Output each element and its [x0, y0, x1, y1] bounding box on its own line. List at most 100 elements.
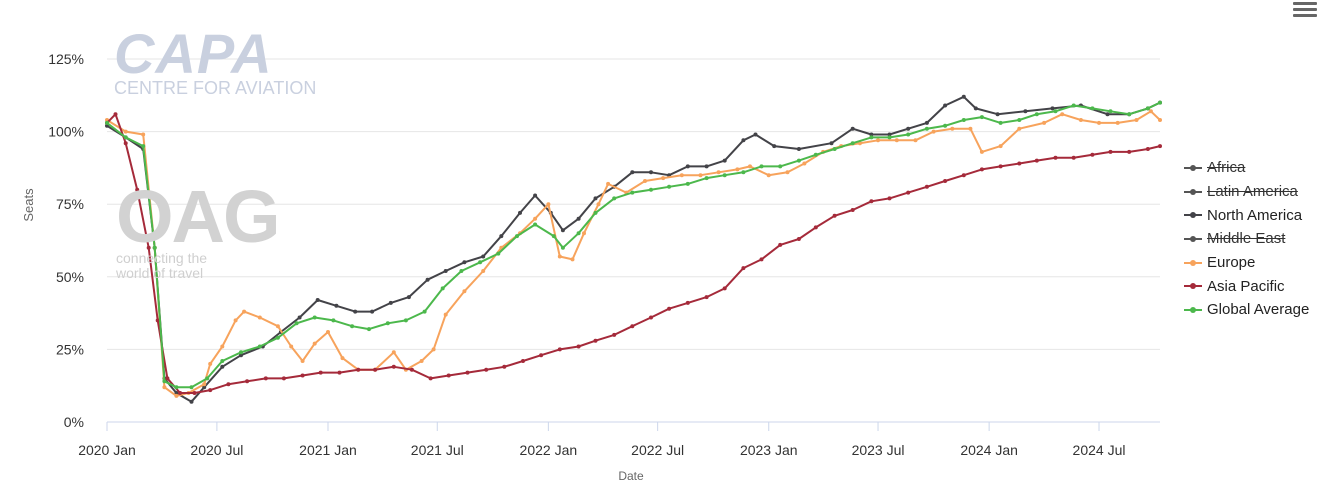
data-point-global-average: [593, 210, 598, 215]
data-point-asia-pacific: [178, 391, 183, 395]
data-point-north-america: [202, 385, 207, 390]
data-point-europe: [596, 202, 601, 207]
y-tick-label: 125%: [48, 51, 84, 67]
data-point-north-america: [481, 254, 486, 259]
data-point-global-average: [961, 118, 966, 122]
legend-item-asia-pacific[interactable]: Asia Pacific: [1184, 274, 1309, 298]
data-point-asia-pacific: [281, 376, 286, 381]
data-point-europe: [141, 132, 146, 137]
data-point-europe: [570, 257, 575, 262]
legend-item-latin-america[interactable]: Latin America: [1184, 180, 1309, 204]
data-point-asia-pacific: [337, 370, 342, 375]
series-lines: [105, 94, 1162, 404]
data-point-north-america: [906, 126, 911, 131]
data-point-north-america: [315, 298, 320, 302]
data-point-asia-pacific: [1158, 144, 1162, 149]
data-point-north-america: [649, 170, 653, 175]
data-point-asia-pacific: [446, 373, 451, 378]
data-point-global-average: [887, 135, 892, 140]
data-point-asia-pacific: [428, 376, 433, 381]
data-point-europe: [220, 344, 225, 349]
data-point-north-america: [685, 164, 690, 169]
legend-item-middle-east[interactable]: Middle East: [1184, 227, 1309, 251]
capa-logo-text: CAPA: [114, 22, 273, 85]
data-point-north-america: [995, 112, 1000, 117]
capa-watermark: CAPA CENTRE FOR AVIATION: [114, 22, 316, 99]
data-point-europe: [643, 179, 647, 183]
legend-swatch-north-america: [1184, 210, 1202, 220]
data-point-asia-pacific: [356, 367, 361, 372]
data-point-global-average: [704, 176, 709, 181]
x-axis-label: Date: [618, 469, 644, 481]
y-tick-label: 0%: [64, 414, 84, 430]
data-point-europe: [546, 202, 551, 207]
data-point-asia-pacific: [1034, 158, 1039, 163]
data-point-europe: [481, 269, 486, 273]
data-point-north-america: [741, 138, 746, 143]
legend-label: Europe: [1207, 254, 1256, 272]
data-point-north-america: [533, 193, 538, 198]
data-point-europe: [123, 129, 128, 134]
data-point-asia-pacific: [155, 318, 160, 323]
data-point-global-average: [1127, 112, 1132, 117]
data-point-europe: [766, 173, 771, 178]
data-point-north-america: [239, 353, 243, 358]
data-point-north-america: [973, 106, 978, 111]
data-point-europe: [208, 361, 213, 366]
data-point-europe: [748, 164, 752, 169]
data-point-asia-pacific: [649, 315, 653, 320]
data-point-global-average: [220, 359, 225, 363]
legend-label: Global Average: [1207, 301, 1310, 319]
data-point-north-america: [1023, 109, 1028, 114]
data-point-global-average: [924, 126, 929, 131]
legend-item-global-average[interactable]: Global Average: [1184, 298, 1309, 322]
data-point-global-average: [478, 260, 483, 265]
data-point-global-average: [515, 234, 519, 239]
data-point-asia-pacific: [832, 213, 837, 218]
x-tick-label: 2024 Jan: [960, 442, 1018, 458]
y-tick-label: 100%: [48, 124, 84, 140]
hamburger-menu-icon[interactable]: [1293, 0, 1317, 17]
data-point-asia-pacific: [667, 306, 672, 311]
data-point-asia-pacific: [318, 370, 323, 375]
data-point-asia-pacific: [906, 190, 911, 195]
data-point-north-america: [829, 141, 834, 146]
data-point-global-average: [533, 222, 538, 227]
data-point-global-average: [778, 164, 783, 169]
data-point-europe: [340, 356, 345, 361]
data-point-global-average: [979, 115, 984, 120]
data-point-asia-pacific: [263, 376, 268, 381]
data-point-global-average: [123, 135, 128, 140]
data-point-asia-pacific: [1127, 149, 1132, 154]
data-point-global-average: [105, 120, 109, 125]
data-point-asia-pacific: [1145, 147, 1150, 151]
legend-label: Africa: [1207, 159, 1246, 177]
oag-tagline-2: world of travel: [116, 265, 204, 281]
data-point-asia-pacific: [226, 382, 231, 387]
data-point-europe: [661, 176, 666, 181]
legend-item-europe[interactable]: Europe: [1184, 251, 1309, 275]
data-point-north-america: [753, 132, 758, 137]
data-point-asia-pacific: [850, 208, 855, 212]
data-point-asia-pacific: [245, 379, 250, 384]
x-tick-label: 2020 Jan: [78, 442, 136, 458]
data-point-europe: [300, 359, 305, 363]
data-point-asia-pacific: [887, 196, 892, 201]
data-point-asia-pacific: [521, 359, 525, 363]
data-point-europe: [1042, 120, 1047, 125]
data-point-asia-pacific: [741, 266, 746, 271]
legend-item-africa[interactable]: Africa: [1184, 156, 1309, 180]
legend-item-north-america[interactable]: North America: [1184, 203, 1309, 227]
data-point-north-america: [850, 126, 855, 131]
data-point-north-america: [560, 228, 565, 233]
y-tick-label: 25%: [56, 341, 84, 357]
data-point-global-average: [869, 135, 874, 140]
data-point-global-average: [667, 184, 672, 189]
data-point-north-america: [334, 303, 339, 308]
series-line-north-america: [106, 95, 1161, 403]
x-tick-label: 2021 Jan: [299, 442, 357, 458]
data-point-europe: [931, 129, 936, 134]
data-point-europe: [162, 385, 167, 390]
data-point-europe: [443, 312, 448, 317]
data-point-north-america: [704, 164, 709, 169]
